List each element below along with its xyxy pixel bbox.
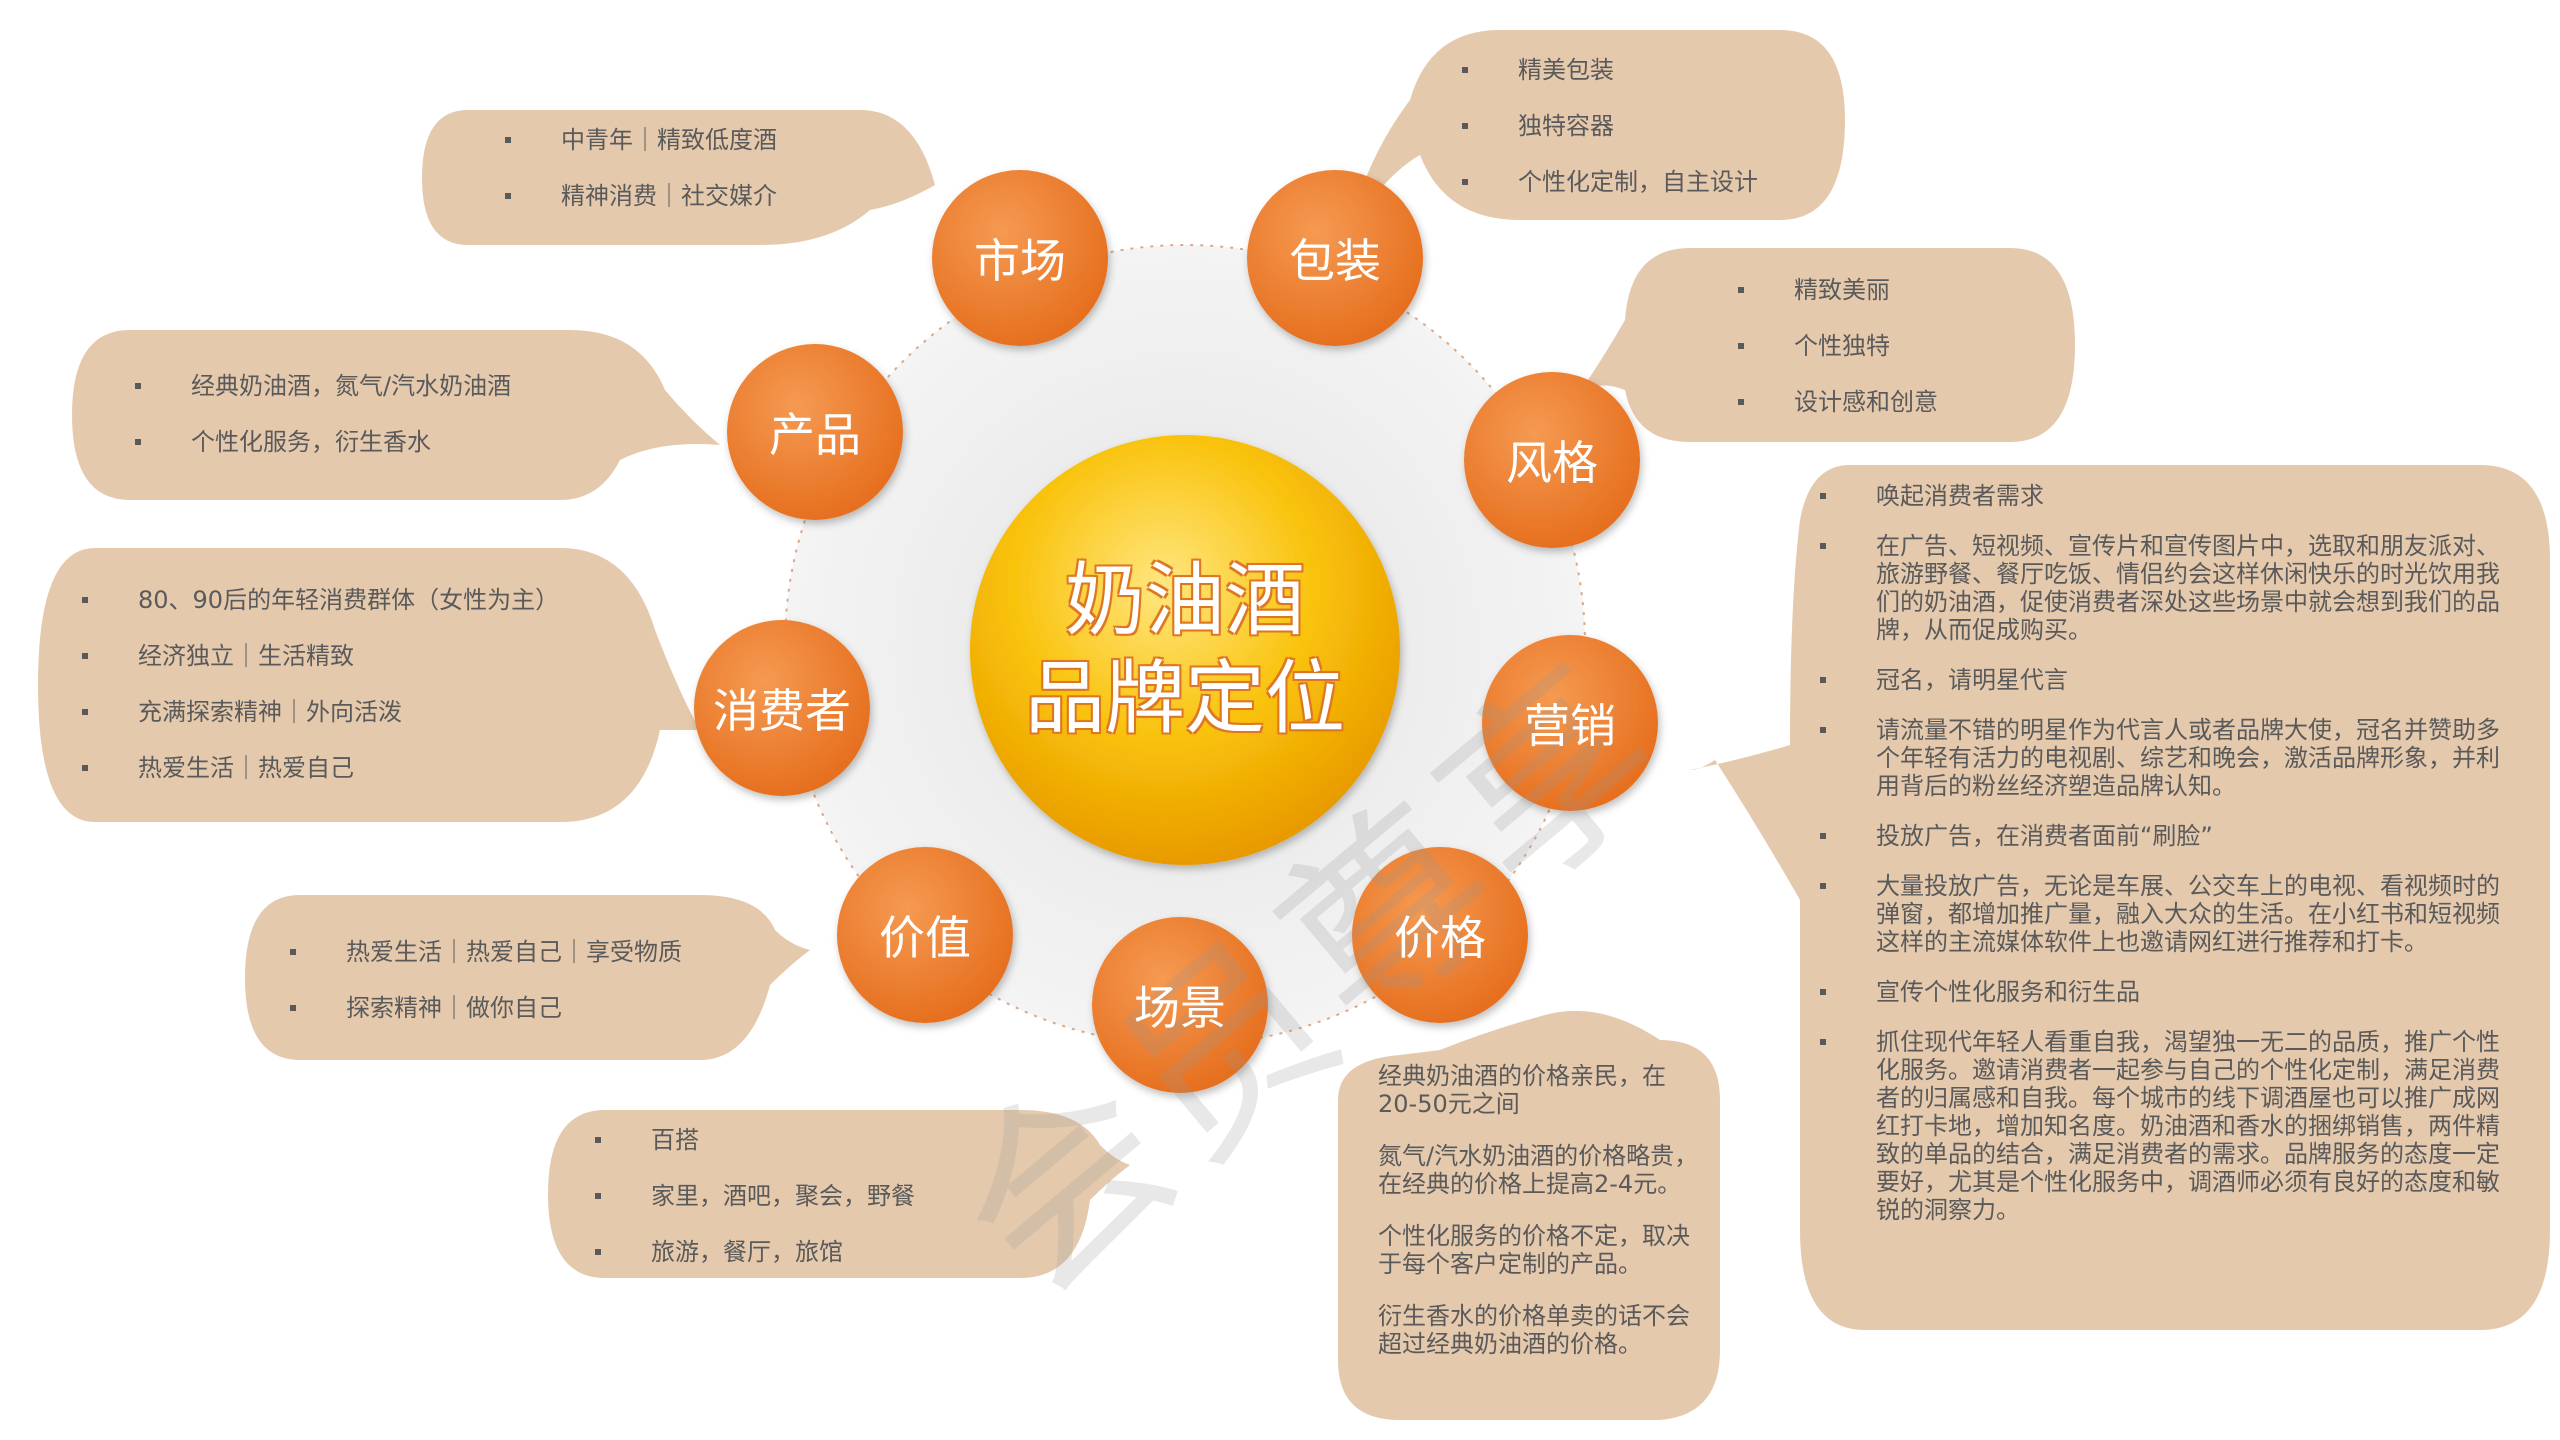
note-paragraph: 衍生香水的价格单卖的话不会超过经典奶油酒的价格。 bbox=[1378, 1302, 1690, 1358]
note-product: 经典奶油酒，氮气/汽水奶油酒 个性化服务，衍生香水 bbox=[135, 358, 511, 470]
note-paragraph: 经典奶油酒的价格亲民，在20-50元之间 bbox=[1378, 1062, 1666, 1118]
note-paragraph: 个性化服务的价格不定，取决于每个客户定制的产品。 bbox=[1378, 1222, 1690, 1278]
bubble-market bbox=[422, 110, 935, 245]
node-scene-circle bbox=[1092, 917, 1268, 1093]
bubble-price bbox=[1338, 1010, 1720, 1420]
note-item: 个性独特 bbox=[1738, 318, 1938, 374]
node-consumer-circle bbox=[694, 620, 870, 796]
note-heading: 冠名，请明星代言 bbox=[1820, 666, 2520, 694]
bubble-style bbox=[1580, 248, 2075, 442]
note-market: 中青年｜精致低度酒 精神消费｜社交媒介 bbox=[505, 112, 777, 224]
node-product-label: 产品 bbox=[769, 408, 861, 462]
note-item: 百搭 bbox=[595, 1112, 915, 1168]
note-item: 家里，酒吧，聚会，野餐 bbox=[595, 1168, 915, 1224]
node-market-label: 市场 bbox=[974, 234, 1066, 288]
topic-nodes bbox=[694, 170, 1658, 1093]
note-packaging: 精美包装 独特容器 个性化定制，自主设计 bbox=[1462, 42, 1758, 210]
node-packaging-circle bbox=[1247, 170, 1423, 346]
bubble-marketing bbox=[1690, 465, 2550, 1330]
note-item: 在广告、短视频、宣传片和宣传图片中，选取和朋友派对、旅游野餐、餐厅吃饭、情侣约会… bbox=[1820, 532, 2520, 644]
node-marketing-circle bbox=[1482, 635, 1658, 811]
note-item: 精致美丽 bbox=[1738, 262, 1938, 318]
bubble-value bbox=[245, 895, 810, 1060]
bubble-packaging bbox=[1350, 30, 1845, 230]
node-consumer-label: 消费者 bbox=[713, 684, 851, 738]
note-item: 旅游，餐厅，旅馆 bbox=[595, 1224, 915, 1280]
note-item: 探索精神｜做你自己 bbox=[290, 980, 682, 1036]
note-item: 经典奶油酒，氮气/汽水奶油酒 bbox=[135, 358, 511, 414]
bubble-scene bbox=[548, 1110, 1130, 1278]
note-consumer: 80、90后的年轻消费群体（女性为主） 经济独立｜生活精致 充满探索精神｜外向活… bbox=[82, 572, 559, 796]
node-value-label: 价值 bbox=[879, 911, 971, 965]
node-price-label: 价格 bbox=[1394, 911, 1486, 965]
bubble-consumer bbox=[38, 548, 700, 822]
note-item: 80、90后的年轻消费群体（女性为主） bbox=[82, 572, 559, 628]
center-title: 奶油酒 品牌定位 bbox=[1025, 552, 1345, 748]
note-item: 个性化服务，衍生香水 bbox=[135, 414, 511, 470]
note-heading: 唤起消费者需求 bbox=[1820, 482, 2520, 510]
note-item: 热爱生活｜热爱自己｜享受物质 bbox=[290, 924, 682, 980]
note-item: 经济独立｜生活精致 bbox=[82, 628, 559, 684]
note-item: 请流量不错的明星作为代言人或者品牌大使，冠名并赞助多个年轻有活力的电视剧、综艺和… bbox=[1820, 716, 2520, 800]
node-packaging-label: 包装 bbox=[1289, 234, 1381, 288]
note-item: 设计感和创意 bbox=[1738, 374, 1938, 430]
node-style-circle bbox=[1464, 372, 1640, 548]
node-style-label: 风格 bbox=[1506, 436, 1598, 490]
note-item: 精美包装 bbox=[1462, 42, 1758, 98]
center-title-line1: 奶油酒 bbox=[1065, 554, 1305, 647]
center-title-line2: 品牌定位 bbox=[1025, 652, 1345, 745]
node-scene-label: 场景 bbox=[1134, 981, 1226, 1035]
node-price-circle bbox=[1352, 847, 1528, 1023]
note-value: 热爱生活｜热爱自己｜享受物质 探索精神｜做你自己 bbox=[290, 924, 682, 1036]
node-value-circle bbox=[837, 847, 1013, 1023]
note-item: 中青年｜精致低度酒 bbox=[505, 112, 777, 168]
note-item: 精神消费｜社交媒介 bbox=[505, 168, 777, 224]
node-marketing-label: 营销 bbox=[1524, 699, 1616, 753]
note-item: 热爱生活｜热爱自己 bbox=[82, 740, 559, 796]
note-style: 精致美丽 个性独特 设计感和创意 bbox=[1738, 262, 1938, 430]
note-item: 充满探索精神｜外向活泼 bbox=[82, 684, 559, 740]
note-item: 抓住现代年轻人看重自我，渴望独一无二的品质，推广个性化服务。邀请消费者一起参与自… bbox=[1820, 1028, 2520, 1224]
node-market-circle bbox=[932, 170, 1108, 346]
bubble-product bbox=[72, 330, 720, 500]
note-heading: 宣传个性化服务和衍生品 bbox=[1820, 978, 2520, 1006]
node-product-circle bbox=[727, 344, 903, 520]
note-scene: 百搭 家里，酒吧，聚会，野餐 旅游，餐厅，旅馆 bbox=[595, 1112, 915, 1280]
note-item: 独特容器 bbox=[1462, 98, 1758, 154]
note-marketing: 唤起消费者需求 在广告、短视频、宣传片和宣传图片中，选取和朋友派对、旅游野餐、餐… bbox=[1820, 482, 2520, 1246]
note-item: 个性化定制，自主设计 bbox=[1462, 154, 1758, 210]
note-heading: 投放广告，在消费者面前“刷脸” bbox=[1820, 822, 2520, 850]
note-price: 经典奶油酒的价格亲民，在20-50元之间 氮气/汽水奶油酒的价格略贵，在经典的价… bbox=[1378, 1062, 1700, 1382]
center-circle bbox=[970, 435, 1400, 865]
speech-bubbles bbox=[38, 30, 2550, 1420]
note-paragraph: 氮气/汽水奶油酒的价格略贵，在经典的价格上提高2-4元。 bbox=[1378, 1142, 1699, 1198]
note-item: 大量投放广告，无论是车展、公交车上的电视、看视频时的弹窗，都增加推广量，融入大众… bbox=[1820, 872, 2520, 956]
